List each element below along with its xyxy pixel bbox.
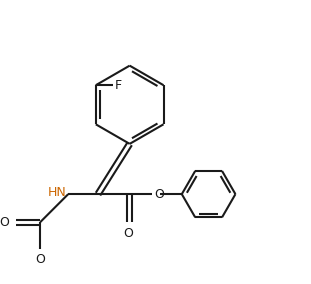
Text: O: O xyxy=(154,188,164,201)
Text: O: O xyxy=(0,216,9,229)
Text: O: O xyxy=(123,227,133,239)
Text: F: F xyxy=(115,79,122,92)
Text: O: O xyxy=(35,253,45,266)
Text: HN: HN xyxy=(48,186,66,199)
